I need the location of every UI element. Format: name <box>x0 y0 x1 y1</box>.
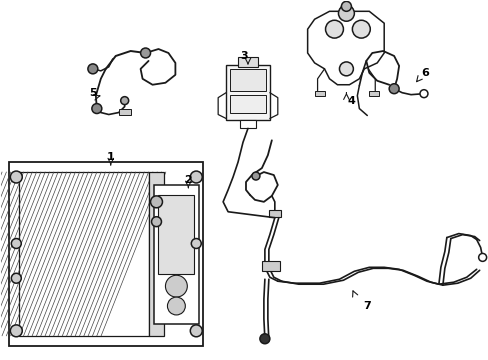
Circle shape <box>92 104 102 113</box>
Circle shape <box>11 239 21 248</box>
Circle shape <box>141 48 150 58</box>
Text: 6: 6 <box>420 68 428 78</box>
Bar <box>368 91 379 96</box>
Circle shape <box>260 334 269 344</box>
Circle shape <box>165 275 187 297</box>
Circle shape <box>190 171 202 183</box>
Bar <box>262 261 279 271</box>
Circle shape <box>419 90 427 98</box>
Circle shape <box>341 1 351 11</box>
Bar <box>158 195 194 274</box>
Bar <box>314 91 324 96</box>
Bar <box>238 57 257 67</box>
Circle shape <box>478 253 486 261</box>
Circle shape <box>352 20 369 38</box>
Bar <box>225 65 269 121</box>
Bar <box>19 172 148 336</box>
Circle shape <box>10 171 22 183</box>
Circle shape <box>191 239 201 248</box>
Circle shape <box>338 5 354 21</box>
Bar <box>240 121 255 129</box>
Text: 3: 3 <box>240 51 247 61</box>
Bar <box>148 172 164 336</box>
Circle shape <box>11 273 21 283</box>
Circle shape <box>388 84 398 94</box>
Circle shape <box>339 62 353 76</box>
Text: 5: 5 <box>89 88 97 98</box>
Bar <box>119 109 130 114</box>
Bar <box>19 172 148 336</box>
Circle shape <box>167 297 185 315</box>
Circle shape <box>88 64 98 74</box>
Circle shape <box>325 20 343 38</box>
Bar <box>153 185 199 324</box>
Bar <box>268 210 280 217</box>
Circle shape <box>190 325 202 337</box>
Circle shape <box>150 196 162 208</box>
Text: 2: 2 <box>184 175 192 185</box>
Bar <box>230 95 265 113</box>
Circle shape <box>251 172 260 180</box>
Circle shape <box>151 217 161 227</box>
Bar <box>9 162 203 346</box>
Text: 7: 7 <box>363 301 370 311</box>
Circle shape <box>10 325 22 337</box>
Text: 1: 1 <box>107 152 114 162</box>
Circle shape <box>121 96 128 105</box>
Text: 4: 4 <box>347 96 355 105</box>
Bar <box>230 69 265 91</box>
